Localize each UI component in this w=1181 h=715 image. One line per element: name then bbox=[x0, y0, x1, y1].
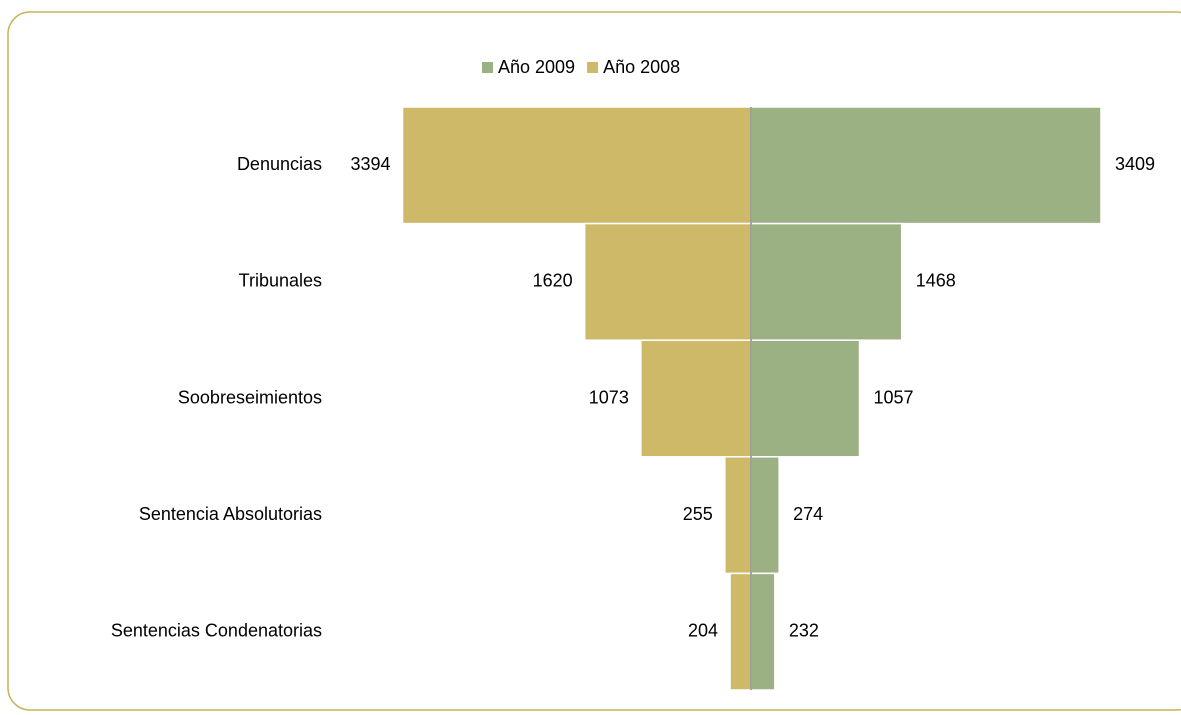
value-label: 232 bbox=[789, 620, 819, 640]
legend-swatch bbox=[587, 62, 599, 73]
category-label: Denuncias bbox=[237, 154, 322, 174]
category-label: Sentencias Condenatorias bbox=[111, 620, 322, 640]
value-label: 1057 bbox=[874, 387, 914, 407]
value-label: 3394 bbox=[350, 154, 390, 174]
bar bbox=[729, 572, 752, 691]
bar bbox=[401, 106, 752, 225]
value-label: 1073 bbox=[589, 387, 629, 407]
bar bbox=[750, 456, 780, 575]
category-label: Tribunales bbox=[239, 271, 322, 291]
bar bbox=[750, 572, 776, 691]
bar bbox=[750, 222, 903, 341]
value-label: 3409 bbox=[1115, 154, 1155, 174]
bar bbox=[583, 222, 752, 341]
bar bbox=[724, 456, 752, 575]
value-label: 274 bbox=[793, 504, 823, 524]
value-label: 204 bbox=[688, 620, 718, 640]
value-label: 1620 bbox=[533, 271, 573, 291]
bar bbox=[640, 339, 752, 458]
legend-label: Año 2008 bbox=[603, 57, 680, 77]
value-label: 255 bbox=[683, 504, 713, 524]
category-label: Sentencia Absolutorias bbox=[139, 504, 322, 524]
category-label: Soobreseimientos bbox=[178, 387, 322, 407]
bar bbox=[750, 339, 861, 458]
bar bbox=[750, 106, 1102, 225]
value-label: 1468 bbox=[916, 271, 956, 291]
legend-label: Año 2009 bbox=[498, 57, 575, 77]
legend-swatch bbox=[482, 62, 493, 73]
